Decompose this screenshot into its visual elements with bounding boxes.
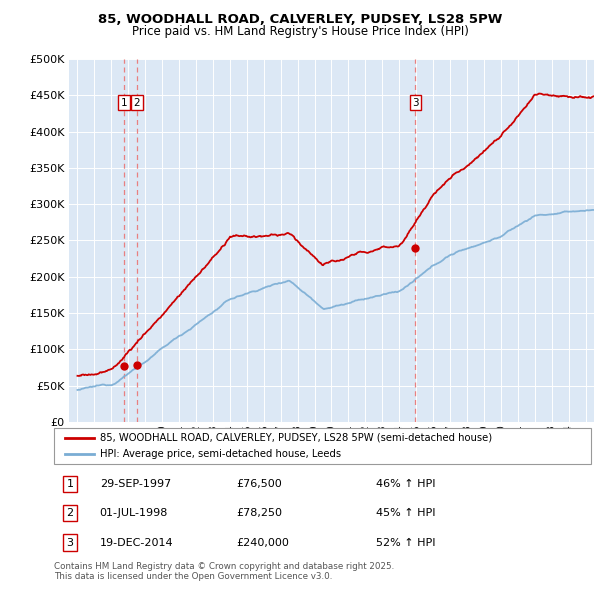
Text: Contains HM Land Registry data © Crown copyright and database right 2025.
This d: Contains HM Land Registry data © Crown c… <box>54 562 394 581</box>
Text: £76,500: £76,500 <box>236 479 283 489</box>
Text: 01-JUL-1998: 01-JUL-1998 <box>100 509 168 518</box>
Text: £240,000: £240,000 <box>236 537 289 548</box>
Text: 29-SEP-1997: 29-SEP-1997 <box>100 479 171 489</box>
Text: £78,250: £78,250 <box>236 509 283 518</box>
Text: Price paid vs. HM Land Registry's House Price Index (HPI): Price paid vs. HM Land Registry's House … <box>131 25 469 38</box>
Text: 1: 1 <box>121 97 127 107</box>
Text: 52% ↑ HPI: 52% ↑ HPI <box>376 537 436 548</box>
Text: 46% ↑ HPI: 46% ↑ HPI <box>376 479 436 489</box>
Text: 3: 3 <box>67 537 74 548</box>
Text: 85, WOODHALL ROAD, CALVERLEY, PUDSEY, LS28 5PW: 85, WOODHALL ROAD, CALVERLEY, PUDSEY, LS… <box>98 13 502 26</box>
Text: 1: 1 <box>67 479 74 489</box>
Text: 2: 2 <box>133 97 140 107</box>
Text: 45% ↑ HPI: 45% ↑ HPI <box>376 509 436 518</box>
Text: 3: 3 <box>412 97 419 107</box>
Text: 85, WOODHALL ROAD, CALVERLEY, PUDSEY, LS28 5PW (semi-detached house): 85, WOODHALL ROAD, CALVERLEY, PUDSEY, LS… <box>100 432 492 442</box>
Text: HPI: Average price, semi-detached house, Leeds: HPI: Average price, semi-detached house,… <box>100 450 341 460</box>
Text: 19-DEC-2014: 19-DEC-2014 <box>100 537 173 548</box>
Text: 2: 2 <box>67 509 74 518</box>
